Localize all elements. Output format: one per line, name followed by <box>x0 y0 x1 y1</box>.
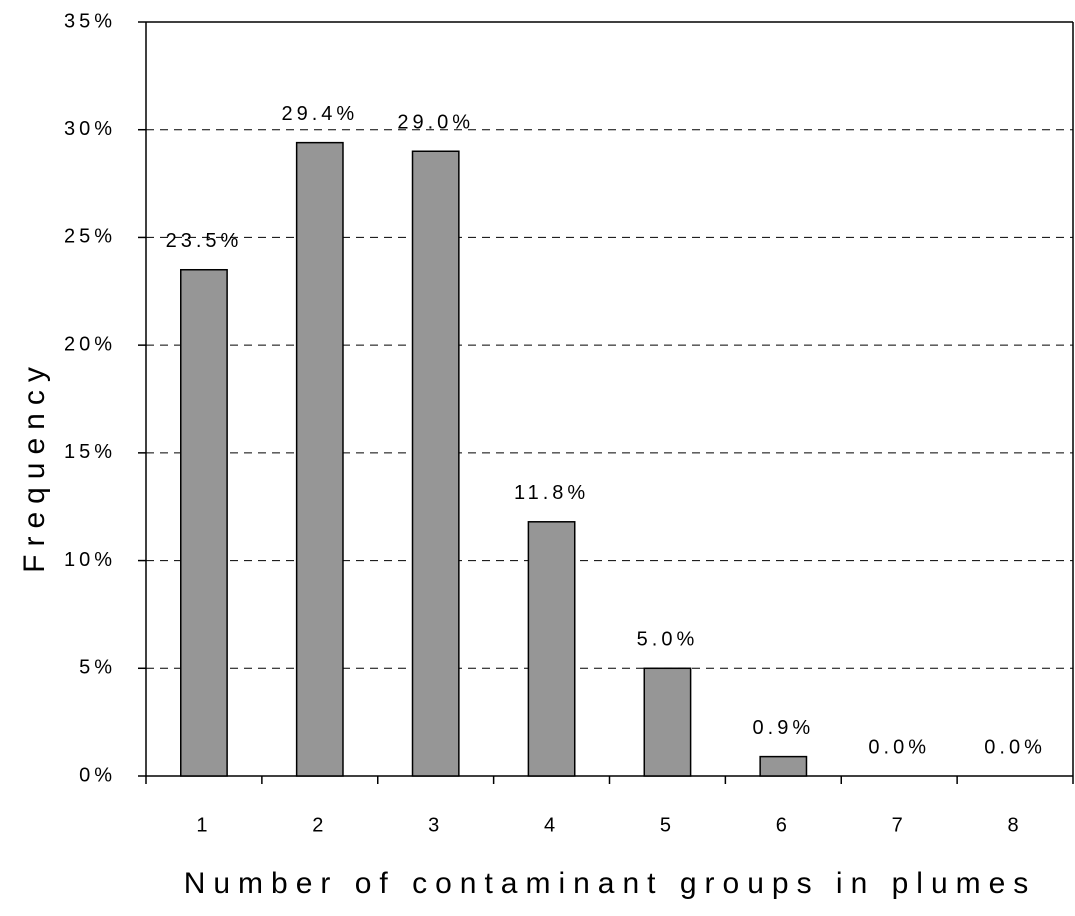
x-axis-title: Number of contaminant groups in plumes <box>184 867 1037 900</box>
x-tick-label: 8 <box>1008 814 1023 836</box>
bar <box>411 150 460 777</box>
value-label: 29.0% <box>397 112 474 134</box>
x-tick-label: 6 <box>776 814 791 836</box>
y-tick-label: 15% <box>64 441 116 463</box>
bar <box>295 141 344 777</box>
y-tick-label: 0% <box>79 764 116 786</box>
bar <box>759 755 808 777</box>
bar <box>180 268 228 777</box>
y-tick-label: 30% <box>64 118 116 140</box>
y-tick-label: 10% <box>64 549 116 571</box>
value-label: 23.5% <box>166 230 243 252</box>
value-label: 0.0% <box>984 736 1046 758</box>
x-tick-label: 7 <box>892 814 907 836</box>
x-tick-label: 3 <box>428 814 443 836</box>
y-axis-title: Frequency <box>18 359 51 573</box>
value-label: 0.9% <box>753 717 815 739</box>
y-tick-label: 25% <box>64 226 116 248</box>
value-label: 29.4% <box>281 103 358 125</box>
y-tick-label: 35% <box>64 10 116 32</box>
x-tick-label: 4 <box>544 814 559 836</box>
x-tick-label: 2 <box>312 814 327 836</box>
x-tick-label: 1 <box>196 814 211 836</box>
x-tick-label: 5 <box>660 814 675 836</box>
y-tick-label: 20% <box>64 333 116 355</box>
value-label: 0.0% <box>868 736 930 758</box>
value-label: 5.0% <box>637 629 699 651</box>
y-tick-label: 5% <box>79 657 116 679</box>
bar <box>527 521 576 777</box>
bar <box>643 667 692 777</box>
value-label: 11.8% <box>514 482 589 504</box>
